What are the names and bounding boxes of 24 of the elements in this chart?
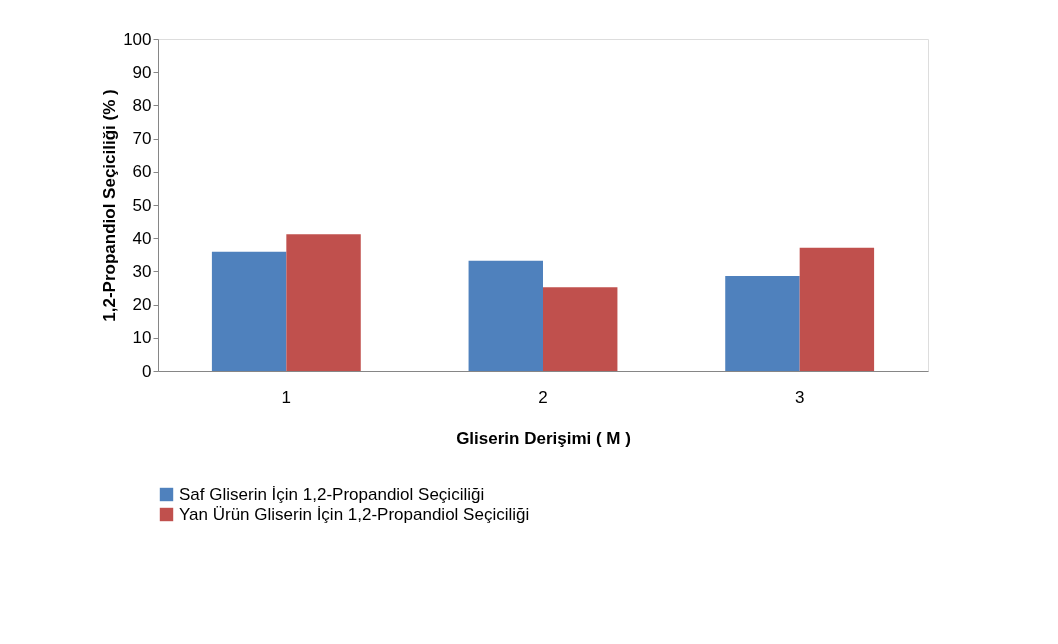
x-axis-title: Gliserin Derişimi ( M ) [456, 428, 631, 448]
y-tick-label: 40 [132, 228, 152, 248]
legend-label: Saf Gliserin İçin 1,2-Propandiol Seçiciliği [179, 484, 485, 504]
bar [543, 287, 618, 371]
bar [799, 247, 875, 371]
y-tick-label: 70 [132, 129, 152, 149]
y-tick-label: 30 [132, 261, 152, 281]
y-tick-label: 90 [132, 62, 152, 82]
legend-label: Yan Ürün Gliserin İçin 1,2-Propandiol Seçiciliği [179, 504, 530, 524]
bar [725, 276, 800, 371]
y-tick-label: 20 [132, 295, 152, 315]
x-tick-label: 2 [538, 387, 548, 407]
bar [211, 251, 287, 371]
y-tick-label: 60 [132, 162, 152, 182]
y-tick-label: 0 [142, 361, 152, 381]
y-tick-label: 100 [123, 29, 152, 49]
y-tick-label: 80 [132, 95, 152, 115]
y-tick-label: 50 [132, 195, 152, 215]
x-tick-label: 1 [281, 387, 292, 407]
bar [286, 234, 361, 371]
y-axis-title: 1,2-Propandiol Seçiciliği (% ) [100, 89, 120, 322]
bar [468, 260, 543, 371]
x-tick-label: 3 [794, 387, 805, 407]
y-tick-label: 10 [132, 328, 152, 348]
